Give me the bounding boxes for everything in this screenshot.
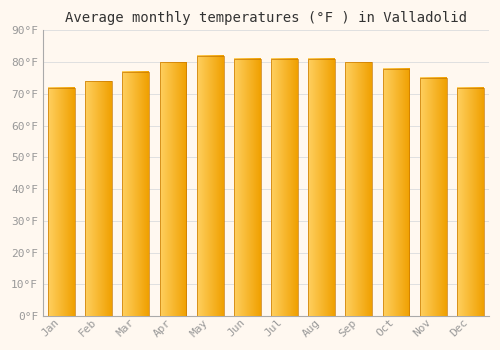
Bar	[382, 69, 409, 316]
Bar	[86, 81, 112, 316]
Title: Average monthly temperatures (°F ) in Valladolid: Average monthly temperatures (°F ) in Va…	[65, 11, 467, 25]
Bar	[234, 59, 260, 316]
Bar	[160, 62, 186, 316]
Bar	[420, 78, 446, 316]
Bar	[346, 62, 372, 316]
Bar	[122, 72, 149, 316]
Bar	[271, 59, 298, 316]
Bar	[48, 88, 75, 316]
Bar	[308, 59, 335, 316]
Bar	[457, 88, 483, 316]
Bar	[197, 56, 224, 316]
